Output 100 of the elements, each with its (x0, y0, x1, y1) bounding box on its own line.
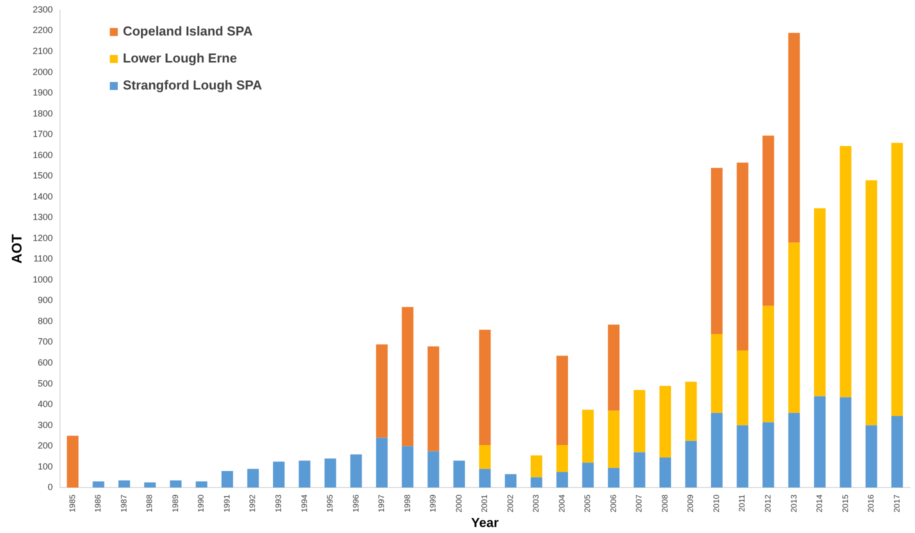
bar (66, 436, 78, 488)
y-tick-label: 300 (38, 420, 53, 430)
bar (530, 455, 542, 478)
x-tick-label: 2014 (815, 494, 824, 512)
bar (788, 242, 800, 413)
x-tick-label: 2005 (583, 494, 592, 512)
y-tick-label: 2300 (32, 4, 53, 14)
bar (530, 477, 542, 488)
bar (350, 454, 362, 488)
bar (324, 458, 336, 488)
x-tick-label: 2012 (764, 494, 773, 512)
x-tick-label: 2007 (634, 494, 644, 512)
bar (298, 460, 310, 488)
x-tick-label: 2010 (712, 494, 721, 512)
bar (402, 446, 414, 488)
bar (634, 390, 646, 452)
bar (144, 482, 156, 488)
y-tick-label: 2100 (32, 46, 53, 56)
x-tick-label: 2017 (892, 494, 902, 512)
y-tick-label: 700 (38, 336, 53, 347)
bar (736, 162, 748, 351)
bar (762, 306, 774, 422)
bar (247, 468, 259, 488)
bar (891, 142, 903, 416)
bar (762, 422, 774, 488)
bar (685, 440, 697, 488)
y-tick-label: 1300 (32, 212, 53, 222)
y-tick-label: 1900 (32, 88, 53, 98)
bar (118, 480, 130, 488)
x-tick-label: 2016 (866, 494, 876, 512)
y-tick-label: 400 (38, 399, 53, 410)
bar (376, 344, 388, 438)
y-tick-label: 1600 (32, 150, 53, 160)
x-tick-label: 1996 (351, 494, 360, 512)
x-tick-label: 1998 (402, 494, 412, 512)
y-tick-label: 2200 (32, 25, 53, 36)
legend-label: Copeland Island SPA (122, 24, 254, 39)
y-tick-label: 500 (38, 378, 53, 388)
bar (866, 180, 878, 426)
bar (891, 416, 903, 488)
bar (196, 481, 208, 488)
bar (788, 32, 800, 243)
y-tick-label: 1400 (32, 191, 53, 202)
bar (866, 425, 878, 488)
bar (273, 462, 285, 488)
y-tick-label: 900 (38, 295, 53, 306)
bar (92, 481, 104, 488)
bar (608, 410, 620, 468)
x-tick-label: 1995 (326, 494, 335, 512)
y-tick-label: 100 (38, 461, 53, 472)
y-tick-label: 1000 (32, 274, 53, 284)
bar (479, 330, 491, 446)
bar (840, 146, 852, 398)
y-tick-label: 1500 (32, 170, 53, 181)
x-tick-label: 1992 (248, 494, 258, 512)
bar (736, 425, 748, 488)
x-tick-label: 1991 (222, 494, 232, 512)
bar (582, 410, 594, 463)
x-tick-label: 1999 (428, 494, 438, 512)
bar (608, 468, 620, 488)
x-tick-label: 2013 (789, 494, 798, 512)
bar (736, 350, 748, 426)
x-tick-label: 1994 (300, 494, 309, 512)
y-tick-label: 200 (38, 440, 53, 451)
y-tick-label: 600 (38, 357, 53, 368)
x-tick-label: 2002 (506, 494, 515, 512)
x-tick-label: 1997 (377, 494, 386, 512)
bar (453, 460, 465, 488)
x-tick-label: 2011 (738, 494, 747, 512)
bar (710, 168, 723, 334)
bar (479, 468, 491, 488)
bar (840, 397, 852, 488)
x-tick-label: 2003 (532, 494, 541, 512)
x-tick-label: 1985 (68, 494, 77, 512)
bar (556, 356, 568, 446)
y-tick-label: 0 (48, 482, 53, 492)
x-tick-label: 1987 (119, 494, 128, 512)
x-tick-label: 2000 (454, 494, 464, 512)
bar (814, 208, 826, 396)
x-tick-label: 1986 (94, 494, 103, 512)
bar (762, 136, 774, 306)
legend-label: Strangford Lough SPA (122, 78, 263, 93)
x-tick-label: 2001 (480, 494, 490, 512)
bar (634, 452, 646, 488)
bar (556, 445, 568, 472)
bar (710, 412, 723, 488)
x-tick-label: 1993 (274, 494, 284, 512)
bar (788, 412, 800, 488)
bar (814, 396, 826, 488)
bar (170, 480, 182, 488)
x-tick-label: 1989 (170, 494, 180, 512)
bar (221, 470, 234, 488)
bar (659, 386, 672, 458)
x-axis-title: Year (471, 514, 499, 530)
y-tick-label: 1200 (32, 232, 53, 243)
x-tick-label: 2008 (660, 494, 670, 512)
bar (608, 324, 620, 411)
y-tick-label: 1700 (32, 129, 53, 140)
y-tick-label: 1100 (33, 254, 53, 264)
bar (659, 457, 672, 488)
